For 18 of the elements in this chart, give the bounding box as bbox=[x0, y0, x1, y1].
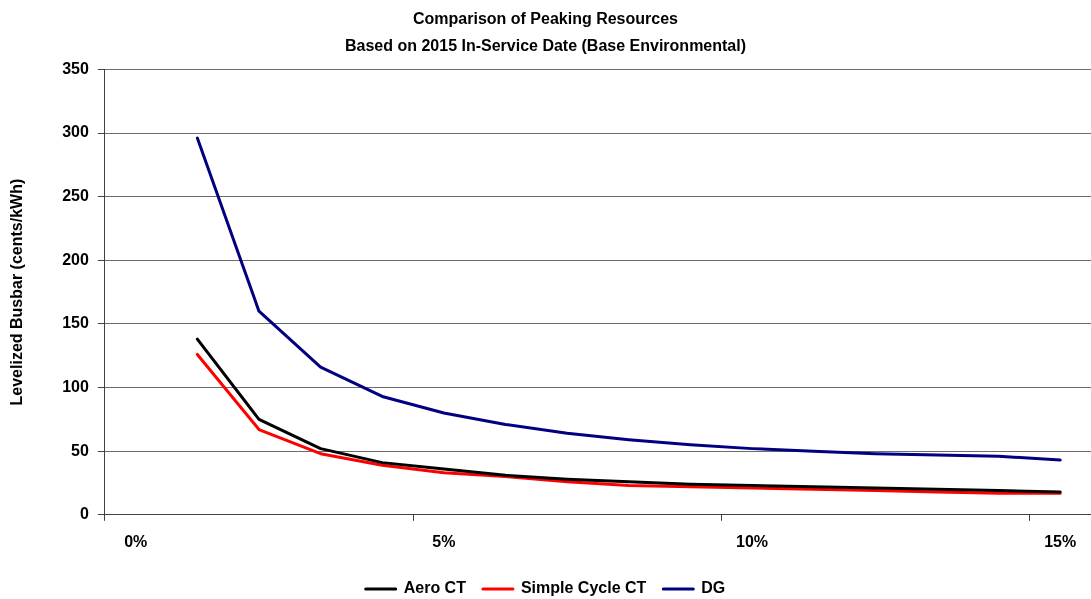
x-tick-label: 10% bbox=[736, 532, 769, 550]
y-tick-label: 200 bbox=[62, 250, 89, 268]
y-tick-label: 250 bbox=[62, 187, 89, 205]
legend-label: DG bbox=[701, 579, 726, 597]
legend-label: Simple Cycle CT bbox=[520, 579, 647, 597]
y-tick-label: 50 bbox=[71, 441, 89, 459]
x-tick-label: 5% bbox=[432, 532, 456, 550]
y-tick-label: 100 bbox=[62, 377, 89, 395]
y-axis-title: Levelized Busbar (cents/kWh) bbox=[8, 178, 26, 406]
y-tick-label: 150 bbox=[62, 314, 89, 332]
y-tick-label: 0 bbox=[79, 505, 89, 523]
x-tick-label: 15% bbox=[1044, 532, 1077, 550]
chart-subtitle: Based on 2015 In-Service Date (Base Environmental) bbox=[344, 37, 747, 55]
legend-label: Aero CT bbox=[403, 579, 467, 597]
x-tick-label: 0% bbox=[124, 532, 148, 550]
y-tick-label: 350 bbox=[62, 59, 89, 77]
y-tick-label: 300 bbox=[62, 123, 89, 141]
chart-title: Comparison of Peaking Resources bbox=[413, 10, 679, 28]
